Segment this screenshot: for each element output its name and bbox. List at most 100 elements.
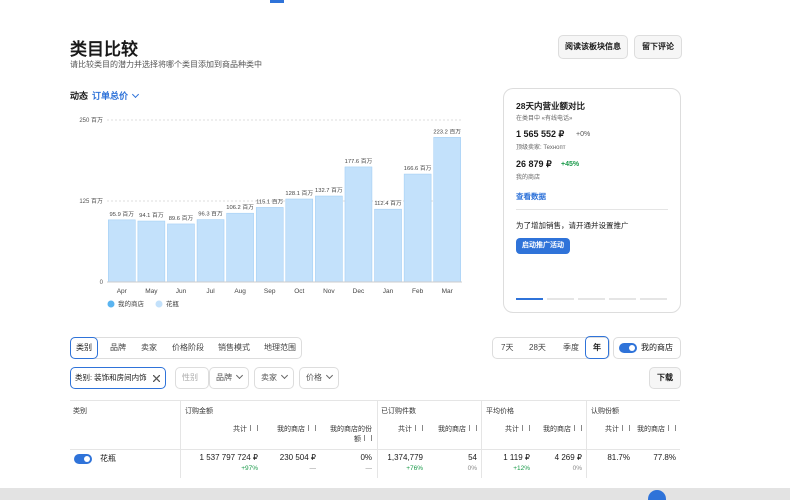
sort-icon[interactable] [364,435,372,441]
feedback-button[interactable]: 留下评论 [634,35,682,59]
period[interactable]: 年 [585,336,609,359]
cell-value: 54 [468,453,477,462]
pager-dot[interactable] [640,298,667,300]
pager-dot[interactable] [547,298,574,300]
column-title: 我的商店的份额 [330,426,372,443]
sort-icon[interactable] [250,425,258,431]
info-button[interactable]: 阅读该板块信息 [558,35,628,59]
cell-value: 4 269 ₽ [554,453,582,462]
row-toggle[interactable] [74,454,92,464]
top-label: 顶级卖家: Технопт [516,145,566,151]
value-label: 96.3 百万 [198,211,223,218]
sort-icon[interactable] [574,425,582,431]
seller-label: 卖家 [261,373,277,382]
price-label: 价格 [306,373,322,382]
metric-select[interactable]: 订单总价 [92,89,140,102]
column-header[interactable]: 共计 [584,424,630,434]
tab[interactable]: 卖家 [141,343,157,352]
chip-text: 类别: 装饰和房间内饰 [75,373,147,382]
legend-label: 我的商店 [118,299,145,308]
price-select[interactable]: 价格 [299,367,339,389]
metric-value[interactable]: 订单总价 [92,91,129,101]
group-header: 订购金额 [185,408,213,415]
column-title: 共计 [505,426,519,433]
column-title: 共计 [605,426,619,433]
period[interactable]: 季度 [563,343,579,352]
row-category: 花瓶 [100,454,116,463]
value-label: 223.2 百万 [433,128,461,135]
x-tick-label: Oct [294,288,304,295]
sort-icon[interactable] [522,425,530,431]
promo-button[interactable]: 启动推广活动 [516,238,570,254]
bar [344,166,373,283]
x-tick-label: Jan [383,288,394,295]
pager-dot[interactable] [578,298,605,300]
download-button[interactable]: 下载 [649,367,681,389]
chip-close[interactable] [152,375,160,382]
metric-label: 动态 [70,91,89,101]
column-header[interactable]: 我的商店 [270,424,316,434]
bar [433,137,461,283]
group-header: 类别 [73,408,87,415]
column-title: 我的商店 [277,426,305,433]
column-header[interactable]: 共计 [484,424,530,434]
toggle-label: 我的商店 [641,343,673,352]
tab[interactable]: 地理范围 [264,343,296,352]
column-header[interactable]: 共计 [377,424,423,434]
chevron [325,371,334,380]
promo-text: 为了增加销售，请开通并设置推广 [516,221,629,230]
bar [108,219,136,283]
column-divider [180,400,181,478]
column-header[interactable]: 我的商店 [431,424,477,434]
tab[interactable]: 销售模式 [218,343,250,352]
sort-icon[interactable] [415,425,423,431]
sort-icon[interactable] [622,425,630,431]
y-tick-label: 250 百万 [79,117,103,124]
category-chip[interactable]: 类别: 装饰和房间内饰 [70,367,166,389]
divider [516,209,668,210]
column-title: 我的商店 [637,426,665,433]
bar [315,195,343,283]
period[interactable]: 28天 [529,343,546,352]
pager-dot[interactable] [516,298,543,300]
column-title: 共计 [233,426,247,433]
top-value: 1 565 552 ₽ [516,129,565,139]
column-header[interactable]: 共计 [212,424,258,434]
x-tick-label: Sep [264,288,276,295]
pager-dot[interactable] [609,298,636,300]
column-divider [377,400,378,478]
x-tick-label: Jul [206,288,215,295]
seller-select[interactable]: 卖家 [254,367,294,389]
brand-select[interactable]: 品牌 [209,367,249,389]
column-header[interactable]: 我的商店 [630,424,676,434]
group-header: 平均价格 [486,408,514,415]
cell-change: +12% [513,465,530,472]
x-tick-label: Nov [323,288,335,295]
column-header[interactable]: 我的商店的份额 [326,424,372,444]
gender-select[interactable]: 性别 [175,367,209,389]
view-data-link[interactable]: 查看数据 [516,192,546,201]
x-tick-label: May [145,288,158,295]
sort-icon[interactable] [469,425,477,431]
column-title: 我的商店 [543,426,571,433]
y-tick-label: 125 百万 [79,198,103,205]
sort-icon[interactable] [668,425,676,431]
value-label: 166.6 百万 [404,165,432,172]
chevron [131,90,140,99]
tab[interactable]: 品牌 [110,343,126,352]
column-header[interactable]: 我的商店 [536,424,582,434]
x-tick-label: Jun [176,288,187,295]
toggle-knob [84,456,90,462]
value-label: 115.1 百万 [256,198,283,205]
bar [403,173,432,283]
tab[interactable]: 价格阶段 [172,343,204,352]
value-label: 112.4 百万 [374,200,401,207]
sort-icon[interactable] [308,425,316,431]
chevron [235,371,244,380]
toggle[interactable] [619,343,637,353]
legend-swatch [107,300,115,308]
top-indicator [270,0,284,3]
chat-button[interactable] [648,490,666,500]
tab[interactable]: 类别 [70,337,98,359]
period[interactable]: 7天 [501,343,514,352]
